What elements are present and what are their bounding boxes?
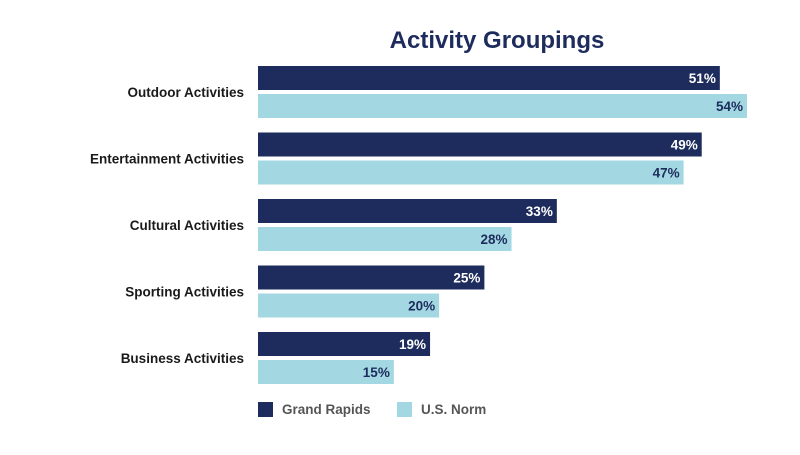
bar-u-s-norm-entertainment-activities [258,160,684,185]
legend-swatch-u-s-norm [397,402,412,417]
category-label-cultural-activities: Cultural Activities [130,218,244,233]
bar-u-s-norm-outdoor-activities [258,94,747,118]
value-label-u-s-norm-cultural-activities: 28% [481,232,508,247]
bar-grand-rapids-sporting-activities [258,265,485,290]
legend: Grand Rapids U.S. Norm [258,402,486,417]
legend-label-u-s-norm: U.S. Norm [421,402,486,417]
chart-title: Activity Groupings [390,27,605,54]
value-label-grand-rapids-outdoor-activities: 51% [689,71,716,86]
bar-grand-rapids-outdoor-activities [258,66,720,90]
category-label-sporting-activities: Sporting Activities [125,285,244,300]
value-label-grand-rapids-entertainment-activities: 49% [671,138,698,153]
bar-grand-rapids-business-activities [258,332,431,356]
bar-u-s-norm-sporting-activities [258,293,440,318]
bar-u-s-norm-business-activities [258,360,394,384]
category-label-outdoor-activities: Outdoor Activities [127,85,244,100]
value-label-u-s-norm-sporting-activities: 20% [408,299,435,314]
value-label-grand-rapids-sporting-activities: 25% [453,271,480,286]
bar-u-s-norm-cultural-activities [258,227,512,251]
category-labels: Outdoor Activities Entertainment Activiti… [90,85,244,366]
bar-grand-rapids-entertainment-activities [258,132,702,157]
value-label-grand-rapids-business-activities: 19% [399,337,426,352]
value-label-u-s-norm-entertainment-activities: 47% [653,166,680,181]
bar-grand-rapids-cultural-activities [258,199,557,223]
value-label-grand-rapids-cultural-activities: 33% [526,204,553,219]
category-label-business-activities: Business Activities [121,351,244,366]
value-label-u-s-norm-outdoor-activities: 54% [716,99,743,114]
bars-group: 51%54% 49% 47% 33% 28% 25% 20% 19% 15% [258,66,747,384]
category-label-entertainment-activities: Entertainment Activities [90,152,244,167]
legend-swatch-grand-rapids [258,402,273,417]
legend-label-grand-rapids: Grand Rapids [282,402,371,417]
value-label-u-s-norm-business-activities: 15% [363,365,390,380]
